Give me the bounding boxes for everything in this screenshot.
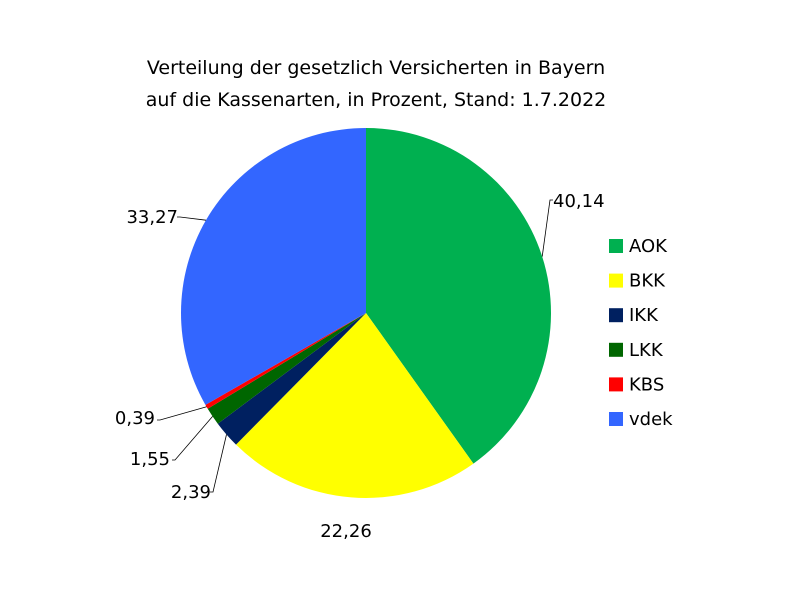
pie-slice-kbs (205, 313, 366, 409)
chart-title: Verteilung der gesetzlich Versicherten i… (0, 52, 752, 116)
chart-title-line-1: Verteilung der gesetzlich Versicherten i… (146, 57, 606, 79)
data-label-vdek: 33,27 (126, 207, 178, 228)
legend-label-ikk: IKK (629, 305, 659, 326)
pie-slice-lkk (207, 313, 366, 424)
chart-title-line-2: auf die Kassenarten, in Prozent, Stand: … (145, 89, 607, 111)
data-label-bkk: 22,26 (320, 521, 372, 542)
legend-swatch-bkk (609, 273, 623, 288)
pie-slice-vdek (181, 128, 366, 405)
leader-lines (157, 199, 553, 493)
legend-label-bkk: BKK (629, 271, 666, 292)
legend-swatch-kbs (609, 377, 623, 392)
pie-slice-aok (366, 128, 552, 464)
leader-line-kbs (157, 406, 207, 421)
pie-slice-bkk (236, 313, 474, 498)
legend-swatch-ikk (609, 308, 623, 323)
data-labels: 40,14 22,26 2,391,55 0,39 33,27 (115, 191, 605, 542)
data-label-lkk: 1,55 (130, 449, 170, 470)
legend-swatch-aok (609, 239, 623, 253)
legend-swatch-lkk (609, 342, 623, 357)
leader-line-lkk (172, 416, 213, 461)
legend-label-kbs: KBS (629, 374, 664, 395)
pie-slices (181, 128, 552, 498)
leader-line-vdek (177, 216, 207, 221)
legend-swatch-vdek (609, 412, 623, 426)
data-label-ikk: 2,39 (171, 482, 211, 503)
data-label-kbs: 0,39 (115, 408, 155, 429)
pie-slice-ikk (217, 313, 366, 445)
legend-label-aok: AOK (629, 236, 668, 257)
legend: AOK BKK IKK LKK KBS vdek (609, 236, 673, 430)
legend-label-vdek: vdek (629, 409, 673, 430)
leader-line-ikk (210, 434, 227, 493)
leader-line-aok (541, 199, 553, 257)
data-label-aok: 40,14 (553, 191, 605, 212)
legend-label-lkk: LKK (629, 340, 664, 361)
